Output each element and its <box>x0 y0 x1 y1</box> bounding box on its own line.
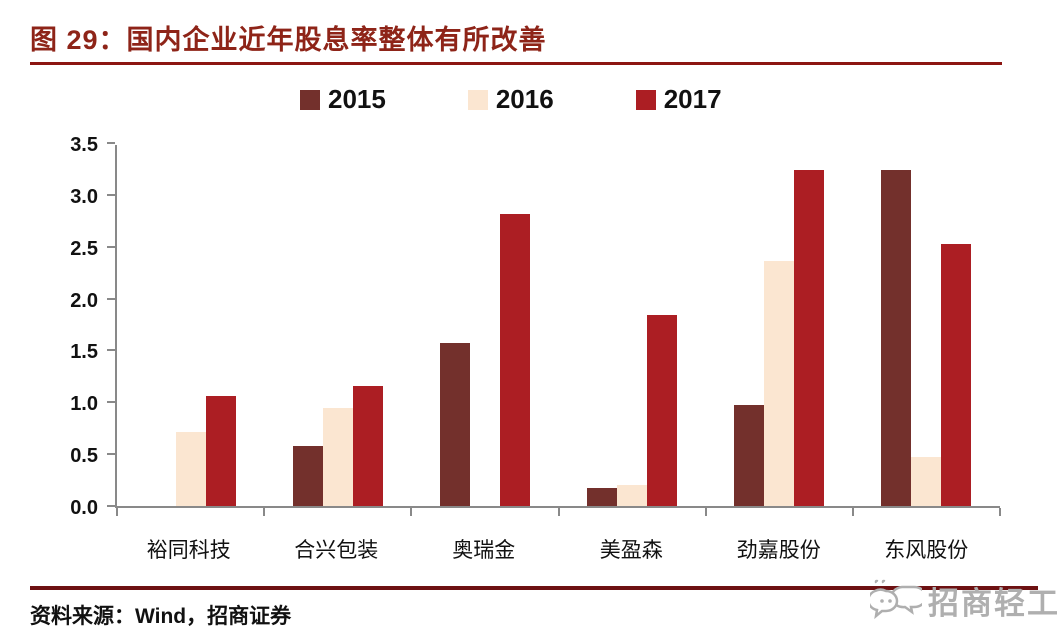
legend-label: 2017 <box>663 84 722 114</box>
bar-2017-劲嘉股份 <box>794 169 825 506</box>
category-label-美盈森: 美盈森 <box>599 539 663 562</box>
y-axis-label: 0.0 <box>70 497 98 519</box>
x-axis-tick <box>704 508 707 516</box>
y-axis-label: 1.5 <box>70 341 98 364</box>
y-axis-tick <box>107 349 115 352</box>
chart-legend: 2015 2016 2017 <box>300 84 722 115</box>
y-axis-label: 2.5 <box>70 237 98 260</box>
bar-group-美盈森 <box>559 145 706 506</box>
bar-2015-奥瑞金 <box>439 343 470 506</box>
y-axis-tick <box>107 245 115 248</box>
figure-title: 图 29：国内企业近年股息率整体有所改善 <box>30 25 547 55</box>
x-axis-labels: 裕同科技 合兴包装 奥瑞金 美盈森 劲嘉股份 东风股份 <box>115 534 1000 564</box>
title-underline <box>30 62 1002 65</box>
bar-2017-裕同科技 <box>205 395 236 506</box>
legend-swatch-2017 <box>635 89 656 110</box>
bar-2015-劲嘉股份 <box>734 404 765 506</box>
y-axis-tick <box>107 453 115 456</box>
bar-2016-合兴包装 <box>322 408 353 506</box>
bar-group-裕同科技 <box>117 145 264 506</box>
legend-item-2016: 2016 <box>467 84 554 115</box>
bar-group-劲嘉股份 <box>706 145 853 506</box>
legend-swatch-2015 <box>300 89 320 110</box>
bar-groups <box>117 145 1000 506</box>
bar-2015-东风股份 <box>881 169 912 506</box>
y-axis-tick <box>107 193 115 196</box>
y-axis-tick <box>107 297 115 300</box>
legend-swatch-2016 <box>467 89 488 110</box>
category-label-劲嘉股份: 劲嘉股份 <box>736 539 821 562</box>
chat-bubbles-icon <box>870 579 922 623</box>
bar-2016-东风股份 <box>911 456 942 506</box>
y-axis-tick <box>107 505 115 507</box>
x-axis-tick <box>851 508 854 516</box>
y-axis-label: 3.5 <box>70 134 98 156</box>
bar-2016-裕同科技 <box>175 431 206 506</box>
legend-item-2017: 2017 <box>635 84 722 115</box>
bar-group-合兴包装 <box>264 145 411 506</box>
x-axis-tick <box>999 508 1001 516</box>
category-label-合兴包装: 合兴包装 <box>294 539 379 562</box>
bar-group-奥瑞金 <box>411 145 558 506</box>
category-label-东风股份: 东风股份 <box>884 539 969 562</box>
category-label-裕同科技: 裕同科技 <box>146 539 231 562</box>
legend-label: 2016 <box>495 84 554 114</box>
watermark-text: 招商轻工 <box>928 586 1060 621</box>
x-axis-tick <box>410 508 413 516</box>
x-axis-tick <box>557 508 560 516</box>
legend-label: 2015 <box>328 84 386 114</box>
x-axis-tick <box>263 508 266 516</box>
x-axis-tick <box>116 508 118 516</box>
bar-group-东风股份 <box>853 145 1000 506</box>
watermark: 招商轻工 <box>870 578 1060 623</box>
bar-2016-美盈森 <box>617 485 648 506</box>
bar-2015-合兴包装 <box>292 446 323 506</box>
category-label-奥瑞金: 奥瑞金 <box>452 539 516 562</box>
bar-2017-合兴包装 <box>352 386 383 506</box>
legend-item-2015: 2015 <box>300 84 386 115</box>
y-axis-tick <box>107 142 115 144</box>
y-axis-label: 1.0 <box>70 393 98 416</box>
y-axis-tick <box>107 401 115 404</box>
bar-2015-美盈森 <box>587 488 618 506</box>
y-axis-label: 3.0 <box>70 185 98 208</box>
bar-2016-劲嘉股份 <box>764 260 795 506</box>
y-axis-labels: 0.0 0.5 1.0 1.5 2.0 2.5 3.0 3.5 <box>0 134 98 519</box>
bar-2017-美盈森 <box>647 315 678 506</box>
y-axis-label: 2.0 <box>70 289 98 312</box>
y-axis-label: 0.5 <box>70 445 98 468</box>
bar-2017-奥瑞金 <box>499 214 530 506</box>
footer-divider <box>30 586 1038 590</box>
source-note: 资料来源：Wind，招商证券 <box>30 605 292 628</box>
plot-area <box>107 142 1001 516</box>
bar-2017-东风股份 <box>941 244 972 506</box>
